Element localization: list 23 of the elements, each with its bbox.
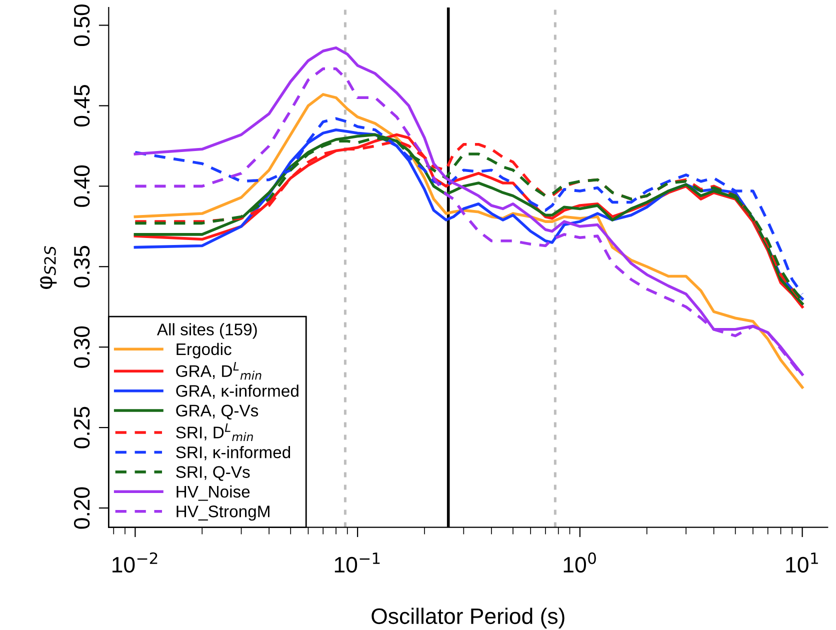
y-tick-label: 0.30 <box>74 326 90 368</box>
x-tick-label: 10$^{−2}$ <box>112 552 158 573</box>
legend-label: GRA, κ-informed <box>176 384 298 399</box>
legend-label: Ergodic <box>176 342 232 358</box>
legend-title: All sites (159) <box>156 323 257 339</box>
x-tick-label: 10$^{0}$ <box>564 552 596 573</box>
y-tick-label: 0.35 <box>74 246 90 288</box>
y-tick-label: 0.40 <box>74 165 90 207</box>
legend-label: GRA, Q-Vs <box>176 404 258 420</box>
legend-label: HV_StrongM <box>176 506 270 521</box>
x-tick-label: 10$^{−1}$ <box>334 552 380 573</box>
y-tick-label: 0.25 <box>74 406 90 448</box>
legend-label: SRI, D$^{L}$$_{min}$ <box>176 423 253 441</box>
y-tick-label: 0.50 <box>74 4 90 46</box>
y-axis-title: φ$_{S2S}$ <box>40 246 57 289</box>
y-tick-label: 0.20 <box>74 487 90 529</box>
y-tick-label: 0.45 <box>74 85 90 126</box>
x-tick-label: 10$^{1}$ <box>786 552 818 573</box>
legend-label: SRI, Q-Vs <box>176 466 250 481</box>
legend-label: HV_Noise <box>176 485 250 501</box>
legend-label: SRI, κ-informed <box>176 446 290 460</box>
x-axis-title: Oscillator Period (s) <box>372 608 564 628</box>
legend-label: GRA, D$^{L}$$_{min}$ <box>176 362 262 380</box>
